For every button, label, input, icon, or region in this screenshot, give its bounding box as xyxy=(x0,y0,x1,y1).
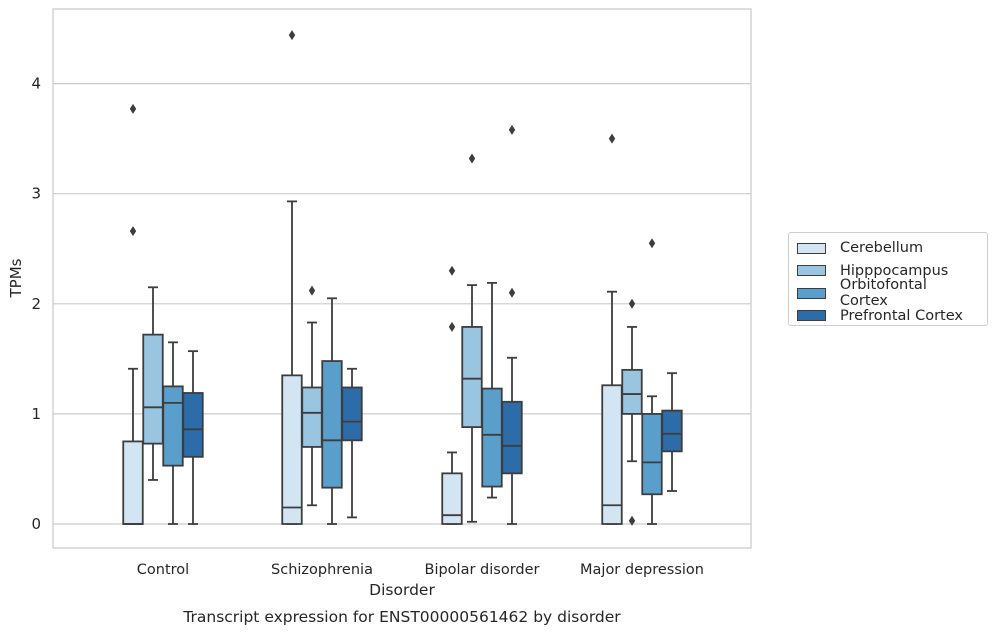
box-hipppocampus xyxy=(461,153,483,523)
y-tick-label: 2 xyxy=(31,295,41,313)
y-tick-label: 1 xyxy=(31,405,41,423)
box-body xyxy=(481,387,503,488)
y-tick-labels: 0 1 2 3 4 xyxy=(31,75,41,533)
outlier-point xyxy=(448,321,456,332)
outlier-point xyxy=(608,133,616,144)
box-body xyxy=(162,385,184,467)
outlier-point xyxy=(628,515,636,526)
legend-swatch xyxy=(797,287,826,299)
box-cerebellum xyxy=(441,265,463,525)
chart-title: Transcript expression for ENST0000056146… xyxy=(182,608,621,626)
legend-item: Cerebellum xyxy=(797,237,979,260)
box-orbitofontal-cortex xyxy=(162,341,184,525)
box-body xyxy=(122,440,144,525)
legend-label: Hipppocampus xyxy=(840,262,949,279)
plot-frame xyxy=(52,8,752,549)
legend-item: Orbitofontal Cortex xyxy=(797,277,979,309)
x-axis-label: Disorder xyxy=(369,581,435,599)
box-prefrontal-cortex xyxy=(341,367,363,519)
outlier-point xyxy=(508,287,516,298)
box-prefrontal-cortex xyxy=(661,372,683,492)
box-orbitofontal-cortex xyxy=(321,297,343,525)
box-body xyxy=(142,333,164,445)
box-body xyxy=(182,392,204,458)
box-body xyxy=(501,400,523,475)
box-hipppocampus xyxy=(301,285,323,507)
box-hipppocampus xyxy=(142,286,164,481)
legend-label: Cerebellum xyxy=(840,240,924,257)
y-axis-label: TPMs xyxy=(7,258,25,298)
box-cerebellum xyxy=(122,103,144,525)
legend-swatch xyxy=(797,265,826,277)
y-tick-label: 3 xyxy=(31,185,41,203)
x-tick-labels: Control Schizophrenia Bipolar disorder Majo… xyxy=(137,562,704,578)
box-hipppocampus xyxy=(621,298,643,526)
y-tick-label: 0 xyxy=(31,515,41,533)
box-body xyxy=(341,386,363,442)
outlier-point xyxy=(648,238,656,249)
outlier-point xyxy=(508,124,516,135)
box-cerebellum xyxy=(281,30,303,525)
box-cerebellum xyxy=(601,133,623,525)
outlier-point xyxy=(129,226,137,237)
outlier-point xyxy=(129,103,137,114)
box-body xyxy=(601,384,623,525)
legend-swatch xyxy=(797,310,826,322)
y-tick-label: 4 xyxy=(31,75,41,93)
outlier-point xyxy=(468,153,476,164)
box-body xyxy=(301,386,323,448)
legend-label: Orbitofontal Cortex xyxy=(839,277,927,310)
x-tick-label: Major depression xyxy=(580,562,704,578)
x-tick-label: Bipolar disorder xyxy=(425,562,540,578)
outlier-point xyxy=(288,30,296,41)
legend: Cerebellum Hipppocampus Orbitofontal Corte… xyxy=(788,232,988,326)
box-prefrontal-cortex xyxy=(501,124,523,525)
outlier-point xyxy=(628,298,636,309)
legend-item: Hipppocampus xyxy=(797,260,979,283)
outlier-point xyxy=(308,285,316,296)
plot-boxes xyxy=(122,30,683,526)
box-body xyxy=(461,326,483,429)
box-body xyxy=(281,374,303,525)
box-orbitofontal-cortex xyxy=(641,238,663,525)
outlier-point xyxy=(448,265,456,276)
box-body xyxy=(661,409,683,453)
legend-swatch xyxy=(797,242,826,254)
x-tick-label: Schizophrenia xyxy=(271,562,373,578)
box-body xyxy=(641,412,663,496)
x-tick-label: Control xyxy=(137,562,189,578)
box-orbitofontal-cortex xyxy=(481,281,503,499)
box-body xyxy=(621,368,643,415)
box-body xyxy=(321,360,343,489)
legend-item: Prefrontal Cortex xyxy=(797,305,979,328)
legend-label: Prefrontal Cortex xyxy=(840,307,963,324)
box-body xyxy=(441,472,463,525)
box-prefrontal-cortex xyxy=(182,350,204,525)
